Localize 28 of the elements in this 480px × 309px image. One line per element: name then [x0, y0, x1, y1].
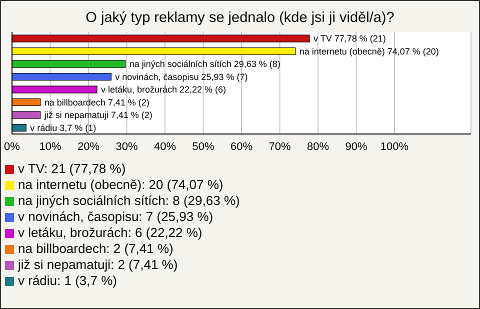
x-tick-label: 0%	[4, 140, 20, 153]
x-tick-label: 70%	[268, 140, 291, 153]
legend-label: v letáku, brožurách: 6 (22,22 %)	[18, 225, 202, 240]
data-label: v letáku, brožurách 22,22 % (6)	[100, 84, 226, 94]
legend-label: na billboardech: 2 (7,41 %)	[18, 241, 174, 256]
legend-label: již si nepamatuji: 2 (7,41 %)	[18, 257, 178, 272]
x-tick-label: 40%	[154, 140, 176, 153]
legend-label: v rádiu: 1 (3,7 %)	[18, 273, 117, 288]
data-label: na internetu (obecně) 74,07 % (20)	[299, 46, 439, 56]
legend-label: na internetu (obecně): 20 (74,07 %)	[18, 177, 224, 192]
data-label: na jiných sociálních sítích 29,63 % (8)	[129, 59, 280, 69]
x-tick-label: 50%	[192, 140, 214, 153]
data-label: v rádiu 3,7 % (1)	[30, 122, 96, 133]
x-tick-label: 30%	[116, 140, 138, 153]
x-tick-label: 90%	[345, 140, 368, 153]
chart-title: O jaký typ reklamy se jednalo (kde jsi ji viděl/a)?	[84, 10, 396, 26]
data-label: v novinách, časopisu 25,93 % (7)	[115, 72, 248, 82]
legend-label: v TV: 21 (77,78 %)	[18, 161, 126, 176]
legend-label: na jiných sociálních sítích: 8 (29,63 %)	[18, 193, 240, 208]
data-label: již si nepamatuji 7,41 % (2)	[43, 110, 152, 120]
x-tick-label: 100%	[380, 140, 409, 153]
x-tick-label: 80%	[306, 140, 330, 153]
legend-label: v novinách, časopisu: 7 (25,93 %)	[18, 209, 214, 224]
x-tick-label: 10%	[39, 140, 62, 153]
data-label: na billboardech 7,41 % (2)	[44, 97, 150, 108]
x-tick-label: 20%	[77, 140, 100, 153]
x-tick-label: 60%	[230, 140, 253, 153]
data-label: v TV 77,78 % (21)	[314, 34, 386, 44]
